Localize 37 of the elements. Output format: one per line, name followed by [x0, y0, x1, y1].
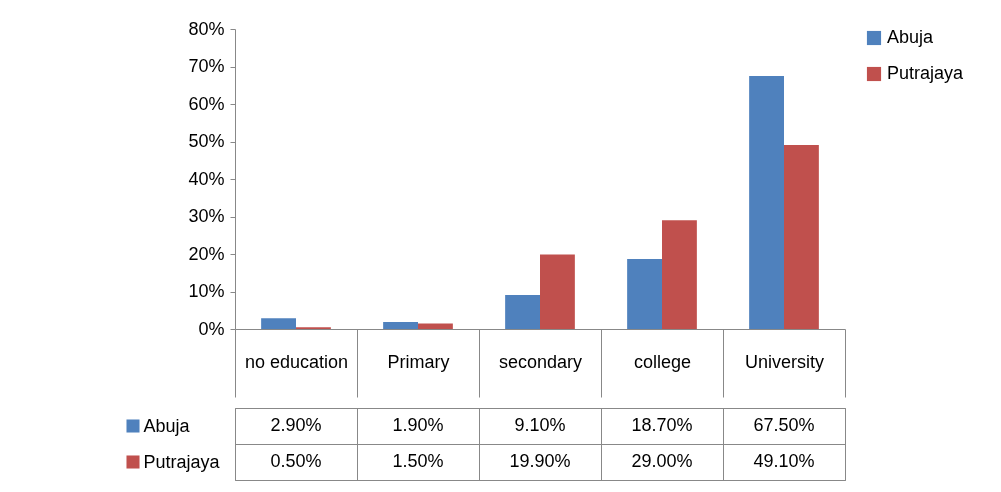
data-label: 9.10% [514, 415, 566, 435]
text: Putrajaya [143, 451, 220, 472]
x-tick-label: University [744, 351, 825, 372]
y-tick-label: 40% [188, 168, 225, 189]
x-tick-label: college [633, 351, 692, 372]
bar [383, 321, 418, 329]
x-tick-label: no education [244, 351, 349, 372]
legend-label: Putrajaya [887, 63, 965, 83]
data-label: 1.90% [392, 415, 444, 435]
y-tick-label: 20% [188, 243, 225, 264]
data-label: 19.90% [509, 451, 571, 471]
bar [662, 220, 697, 329]
y-tick-label: 60% [188, 93, 225, 114]
y-tick-label: 70% [188, 56, 225, 76]
text: Abuja [143, 415, 190, 436]
bar [749, 75, 784, 329]
y-tick-label: 30% [188, 206, 225, 226]
x-tick-label: Primary [387, 351, 450, 372]
data-label: 49.10% [753, 451, 815, 471]
data-label: 1.50% [392, 451, 444, 471]
bar [540, 254, 575, 329]
bar [505, 294, 540, 329]
y-tick-label: 80% [188, 18, 225, 39]
bar [627, 258, 662, 329]
y-tick-label: 50% [188, 131, 225, 151]
data-label: 67.50% [753, 415, 815, 435]
data-label: 29.00% [631, 451, 693, 471]
data-label: 0.50% [270, 451, 322, 471]
y-tick-label: 10% [188, 281, 225, 301]
data-label: 2.90% [270, 415, 322, 435]
y-tick-label: 0% [198, 318, 225, 339]
bar [418, 323, 453, 329]
legend-label: Abuja [887, 27, 935, 47]
bar [261, 318, 296, 329]
data-label: 18.70% [631, 415, 693, 435]
bar [784, 144, 819, 329]
x-tick-label: secondary [498, 351, 583, 372]
